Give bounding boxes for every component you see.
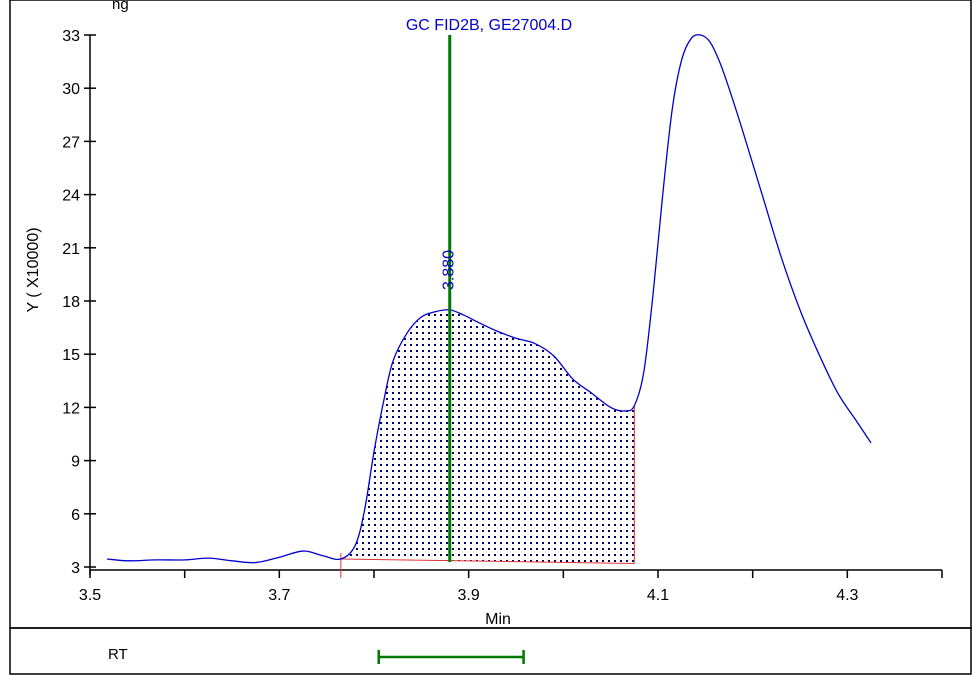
x-axis-label: Min — [485, 611, 511, 628]
y-tick-label: 3 — [71, 560, 80, 577]
y-tick-label: 15 — [62, 347, 80, 364]
y-tick-label: 12 — [62, 400, 80, 417]
x-ticks: 3.5 3.7 3.9 4.1 4.3 — [79, 570, 943, 604]
y-tick-label: 18 — [62, 294, 80, 311]
y-tick-label: 24 — [62, 188, 80, 205]
x-tick-label: 4.3 — [836, 587, 858, 604]
y-tick-label: 9 — [71, 454, 80, 471]
y-tick-label: 30 — [62, 81, 80, 98]
integrated-peak-area — [340, 309, 635, 564]
rt-label: RT — [108, 646, 128, 663]
y-tick-label: 33 — [62, 28, 80, 45]
chart-title: GC FID2B, GE27004.D — [406, 17, 572, 34]
integration-baseline — [340, 558, 635, 564]
x-tick-label: 4.1 — [647, 587, 669, 604]
rt-range-bar — [377, 650, 525, 664]
header-fragment: ng — [112, 0, 129, 13]
y-tick-label: 6 — [71, 507, 80, 524]
y-tick-label: 21 — [62, 241, 80, 258]
retention-time-label: 3.880 — [441, 250, 458, 290]
y-axis-label: Y ( X10000) — [25, 227, 42, 312]
chromatogram-trace — [106, 34, 872, 564]
y-tick-label: 27 — [62, 134, 80, 151]
rt-panel-frame — [9, 627, 972, 675]
x-tick-label: 3.9 — [458, 587, 480, 604]
x-tick-label: 3.5 — [79, 587, 101, 604]
x-tick-label: 3.7 — [268, 587, 290, 604]
y-ticks: 3 6 9 12 15 18 21 24 27 30 33 — [62, 28, 96, 577]
